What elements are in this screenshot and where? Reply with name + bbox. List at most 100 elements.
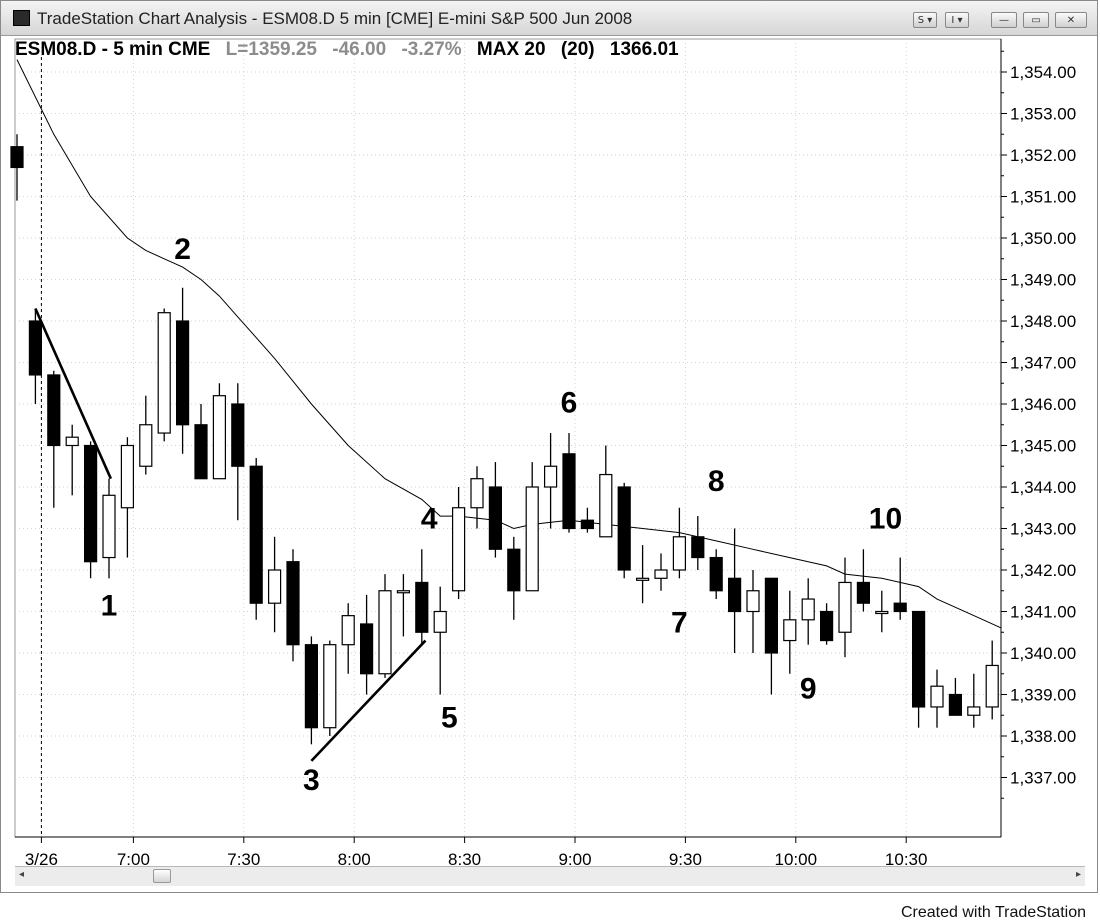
minimize-button[interactable]: — [991,12,1017,28]
scroll-left-icon[interactable]: ◂ [19,869,25,880]
y-tick-label: 1,339.00 [1010,686,1076,705]
x-tick-label: 8:30 [448,850,481,865]
bar-annotation-label: 1 [101,590,118,623]
title-bar: TradeStation Chart Analysis - ESM08.D 5 … [1,1,1097,36]
candle-body [727,577,742,613]
y-tick-label: 1,351.00 [1010,188,1076,207]
app-icon [13,10,30,26]
candle-body [783,619,797,642]
y-tick-label: 1,345.00 [1010,437,1076,456]
y-tick-label: 1,347.00 [1010,354,1076,373]
candle-body [599,473,613,538]
bar-annotation-label: 5 [441,702,458,735]
candle-body [176,320,190,426]
candle-body [635,577,650,581]
candle-body [654,569,668,579]
y-tick-label: 1,338.00 [1010,727,1076,746]
candle-body [433,610,447,633]
candle-body [709,556,723,592]
bar-annotation-label: 6 [561,386,578,419]
y-tick-label: 1,346.00 [1010,395,1076,414]
close-button[interactable]: ✕ [1055,12,1087,28]
y-tick-label: 1,342.00 [1010,561,1076,580]
scroll-right-icon[interactable]: ▸ [1075,869,1081,880]
candle-body [249,465,263,604]
candle-body [341,615,355,646]
bar-annotation-label: 8 [708,465,725,498]
candle-body [396,590,410,594]
bar-annotation-label: 3 [303,764,320,797]
candle-body [562,453,576,530]
window-title: TradeStation Chart Analysis - ESM08.D 5 … [37,9,633,28]
x-tick-label: 7:30 [227,850,260,865]
candle-body [268,569,282,604]
legend-change: -46.00 [332,39,387,60]
y-tick-label: 1,343.00 [1010,520,1076,539]
candle-body [120,444,135,509]
candle-body [985,664,999,708]
legend-indicator: MAX 20 [476,39,546,60]
y-tick-label: 1,341.00 [1010,603,1076,622]
candle-body [911,610,926,708]
candle-body [323,644,337,729]
horizontal-scrollbar[interactable]: ◂ ▸ [15,866,1085,886]
x-tick-label: 7:00 [117,850,150,865]
candle-body [139,424,153,467]
candle-body [378,590,392,675]
trendline [310,639,427,762]
candle-body [415,581,429,633]
candle-body [28,320,42,376]
candle-body [286,561,300,646]
candle-body [819,610,834,642]
candle-body [967,706,981,716]
candle-body [65,436,79,447]
candle-body [194,424,208,480]
y-tick-label: 1,349.00 [1010,271,1076,290]
candle-body [764,577,779,654]
candle-body [102,494,116,559]
candle-body [452,507,466,592]
x-tick-label: 8:00 [338,850,371,865]
scroll-thumb[interactable] [153,869,171,883]
candle-body [746,590,760,613]
legend-indicator-len: (20) [560,39,595,60]
candle-body [470,478,484,509]
candle-body [525,486,539,592]
candle-body [304,644,318,729]
restore-button[interactable]: ▭ [1023,12,1049,28]
candle-body [801,598,815,621]
candle-body [10,146,24,169]
price-chart[interactable]: 1,337.00 1,338.00 1,339.00 1,340.00 1,341.00… [1,35,1097,865]
y-tick-label: 1,354.00 [1010,63,1076,82]
bar-annotation-label: 4 [421,503,438,536]
candle-body [617,486,631,571]
bar-annotation-label: 7 [671,606,688,639]
bar-annotation-label: 2 [174,233,191,266]
candle-body [672,536,687,571]
candle-body [83,444,98,563]
candle-body [488,486,502,550]
candle-body [212,395,226,480]
candle-body [360,623,374,675]
i-menu-button[interactable]: I ▾ [945,12,969,28]
x-tick-label: 10:00 [775,850,818,865]
y-tick-label: 1,344.00 [1010,478,1076,497]
chart-legend: ESM08.D - 5 min CME L=1359.25 -46.00 -3.… [15,39,689,61]
y-tick-label: 1,348.00 [1010,312,1076,331]
candle-body [47,374,61,447]
legend-indicator-value: 1366.01 [609,39,679,60]
bar-annotation-label: 10 [869,503,902,536]
s-menu-button[interactable]: S ▾ [913,12,937,28]
legend-change-pct: -3.27% [401,39,462,60]
candle-body [691,536,705,559]
candle-body [580,519,595,530]
plot-frame [14,38,1002,838]
credit-text: Created with TradeStation [901,904,1086,921]
candle-body [157,312,171,434]
y-tick-label: 1,350.00 [1010,229,1076,248]
y-tick-label: 1,340.00 [1010,644,1076,663]
candle-body [856,581,871,604]
candle-body [948,693,963,716]
candle-body [231,403,245,467]
candle-body [543,465,558,488]
